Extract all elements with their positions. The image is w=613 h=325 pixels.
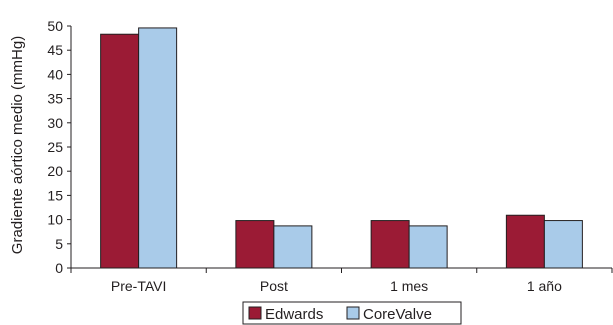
- legend-label-edwards: Edwards: [265, 306, 323, 323]
- x-tick-label: 1 mes: [390, 278, 428, 294]
- y-tick-label: 30: [47, 115, 63, 131]
- y-tick-label: 45: [47, 42, 63, 58]
- y-axis: 0 5 10 15 20 25 30 35 40 45 50: [47, 18, 72, 276]
- bar-corevalve-1: [273, 225, 313, 269]
- y-tick-label: 10: [47, 212, 63, 228]
- x-tick-label: Pre-TAVI: [111, 278, 167, 294]
- y-tick-label: 50: [47, 18, 63, 34]
- y-tick-label: 25: [47, 139, 63, 155]
- bar-edwards-2: [370, 220, 410, 269]
- legend-swatch-corevalve: [346, 306, 360, 320]
- bars: [100, 27, 583, 269]
- y-tick-label: 15: [47, 187, 63, 203]
- bar-edwards-1: [235, 220, 275, 269]
- bar-edwards-3: [505, 214, 545, 269]
- y-tick-label: 0: [55, 260, 63, 276]
- x-axis: Pre-TAVI Post 1 mes 1 año: [70, 267, 613, 294]
- bar-corevalve-2: [408, 225, 448, 269]
- bar-edwards-0: [100, 33, 140, 269]
- x-tick-label: Post: [260, 278, 288, 294]
- x-tick-label: 1 año: [527, 278, 562, 294]
- bar-corevalve-0: [138, 27, 178, 269]
- y-tick-label: 35: [47, 91, 63, 107]
- legend-swatch-edwards: [248, 306, 262, 320]
- y-tick-label: 20: [47, 163, 63, 179]
- y-tick-label: 40: [47, 66, 63, 82]
- y-tick-label: 5: [55, 236, 63, 252]
- legend: Edwards CoreValve: [242, 301, 462, 325]
- y-axis-title: Gradiente aórtico medio (mmHg): [9, 36, 26, 254]
- legend-label-corevalve: CoreValve: [363, 306, 432, 323]
- bar-corevalve-3: [543, 220, 583, 269]
